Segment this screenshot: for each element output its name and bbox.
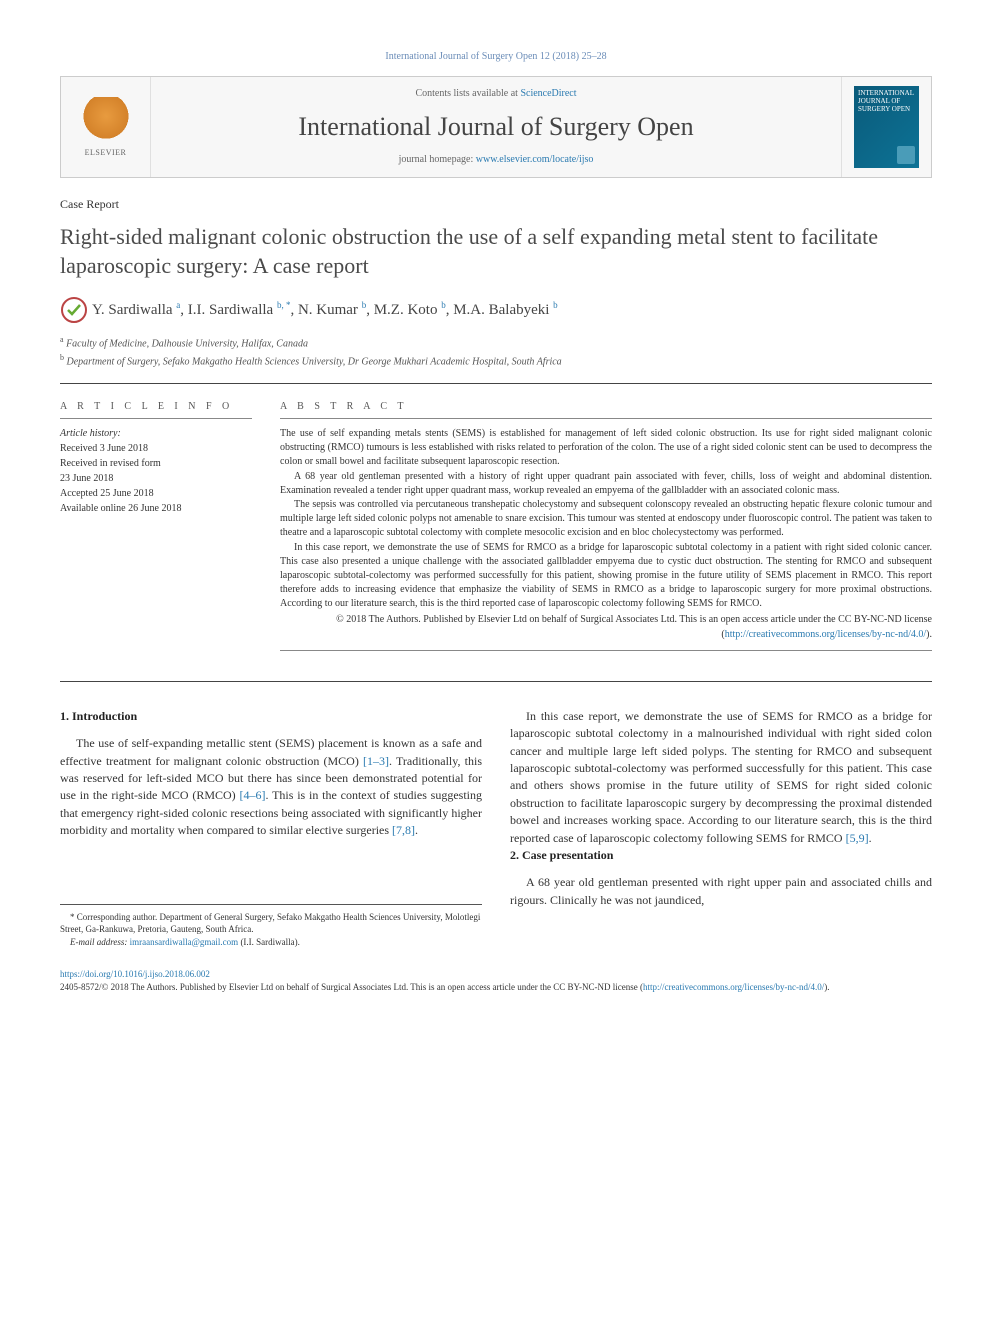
info-rule [60, 418, 252, 419]
corresponding-author-footnote: * Corresponding author. Department of Ge… [60, 904, 482, 949]
section-2-heading: 2. Case presentation [510, 847, 932, 864]
info-abstract-row: A R T I C L E I N F O Article history: R… [60, 400, 932, 659]
mid-rule [60, 681, 932, 682]
elsevier-logo[interactable]: ELSEVIER [76, 92, 136, 162]
article-page: International Journal of Surgery Open 12… [0, 0, 992, 1034]
footnote-email-label: E-mail address: [70, 937, 130, 947]
affiliation-b: b Department of Surgery, Sefako Makgatho… [60, 352, 932, 369]
issn-copyright-line: 2405-8572/© 2018 The Authors. Published … [60, 981, 932, 994]
body-columns: 1. Introduction The use of self-expandin… [60, 708, 932, 949]
history-revised-2: 23 June 2018 [60, 472, 252, 486]
abstract-rule [280, 418, 932, 419]
article-info-heading: A R T I C L E I N F O [60, 400, 252, 414]
homepage-prefix: journal homepage: [399, 154, 476, 165]
history-online: Available online 26 June 2018 [60, 502, 252, 516]
page-footer: https://doi.org/10.1016/j.ijso.2018.06.0… [60, 968, 932, 993]
abstract-p3: The sepsis was controlled via percutaneo… [280, 498, 932, 541]
article-type: Case Report [60, 196, 932, 213]
ref-7-8[interactable]: [7,8] [392, 823, 415, 837]
footnote-email-link[interactable]: imraansardiwalla@gmail.com [130, 937, 239, 947]
journal-title: International Journal of Surgery Open [151, 109, 841, 145]
journal-cover-cell: INTERNATIONAL JOURNAL OF SURGERY OPEN [841, 77, 931, 177]
affiliation-a-text: Faculty of Medicine, Dalhousie Universit… [66, 339, 308, 350]
top-rule [60, 383, 932, 384]
affiliations: a Faculty of Medicine, Dalhousie Univers… [60, 334, 932, 369]
authors-inline: Y. Sardiwalla a, I.I. Sardiwalla b, *, N… [92, 302, 558, 318]
s1p2-b: . [869, 831, 872, 845]
homepage-link[interactable]: www.elsevier.com/locate/ijso [476, 154, 594, 165]
history-revised-1: Received in revised form [60, 457, 252, 471]
s1p1-d: . [415, 823, 418, 837]
history-accepted: Accepted 25 June 2018 [60, 487, 252, 501]
contents-prefix: Contents lists available at [415, 88, 520, 99]
author-list: Y. Sardiwalla a, I.I. Sardiwalla b, *, N… [60, 296, 932, 324]
issn-text-a: 2405-8572/© 2018 The Authors. Published … [60, 982, 643, 992]
footnote-email-line: E-mail address: imraansardiwalla@gmail.c… [60, 936, 482, 949]
abstract-p4: In this case report, we demonstrate the … [280, 541, 932, 612]
citation-line: International Journal of Surgery Open 12… [60, 50, 932, 64]
history-label: Article history: [60, 427, 252, 441]
abstract-p1: The use of self expanding metals stents … [280, 427, 932, 470]
homepage-line: journal homepage: www.elsevier.com/locat… [151, 153, 841, 167]
s1p2-a: In this case report, we demonstrate the … [510, 709, 932, 845]
section-1-heading: 1. Introduction [60, 708, 482, 725]
article-title: Right-sided malignant colonic obstructio… [60, 223, 932, 280]
abstract-bottom-rule [280, 650, 932, 651]
ref-5-9[interactable]: [5,9] [846, 831, 869, 845]
issn-text-b: ). [824, 982, 829, 992]
license-link[interactable]: http://creativecommons.org/licenses/by-n… [725, 629, 926, 640]
journal-cover-thumbnail[interactable]: INTERNATIONAL JOURNAL OF SURGERY OPEN [854, 86, 919, 168]
journal-banner: ELSEVIER Contents lists available at Sci… [60, 76, 932, 178]
abstract: A B S T R A C T The use of self expandin… [280, 400, 932, 659]
doi-link[interactable]: https://doi.org/10.1016/j.ijso.2018.06.0… [60, 968, 932, 981]
ref-4-6[interactable]: [4–6] [239, 788, 265, 802]
footnote-email-suffix: (I.I. Sardiwalla). [238, 937, 300, 947]
affiliation-b-text: Department of Surgery, Sefako Makgatho H… [67, 356, 562, 367]
article-info: A R T I C L E I N F O Article history: R… [60, 400, 252, 659]
cover-badge-icon [897, 146, 915, 164]
ref-1-3[interactable]: [1–3] [363, 754, 389, 768]
publisher-logo-cell: ELSEVIER [61, 77, 151, 177]
elsevier-tree-icon [82, 97, 130, 145]
doi-text[interactable]: https://doi.org/10.1016/j.ijso.2018.06.0… [60, 969, 210, 979]
section-1-p2: In this case report, we demonstrate the … [510, 708, 932, 847]
banner-center: Contents lists available at ScienceDirec… [151, 77, 841, 177]
cover-title: INTERNATIONAL JOURNAL OF SURGERY OPEN [858, 90, 915, 113]
check-updates-icon[interactable] [60, 296, 88, 324]
history-received: Received 3 June 2018 [60, 442, 252, 456]
footnote-corr: * Corresponding author. Department of Ge… [60, 911, 482, 936]
abstract-heading: A B S T R A C T [280, 400, 932, 414]
affiliation-a: a Faculty of Medicine, Dalhousie Univers… [60, 334, 932, 351]
section-2-p1: A 68 year old gentleman presented with r… [510, 874, 932, 909]
abstract-p2: A 68 year old gentleman presented with a… [280, 470, 932, 498]
footer-license-link[interactable]: http://creativecommons.org/licenses/by-n… [643, 982, 824, 992]
abstract-copyright: © 2018 The Authors. Published by Elsevie… [280, 613, 932, 641]
sciencedirect-link[interactable]: ScienceDirect [520, 88, 576, 99]
elsevier-label: ELSEVIER [85, 147, 127, 158]
contents-available-line: Contents lists available at ScienceDirec… [151, 87, 841, 101]
copyright-suffix: ). [926, 629, 932, 640]
section-1-p1: The use of self-expanding metallic stent… [60, 735, 482, 839]
